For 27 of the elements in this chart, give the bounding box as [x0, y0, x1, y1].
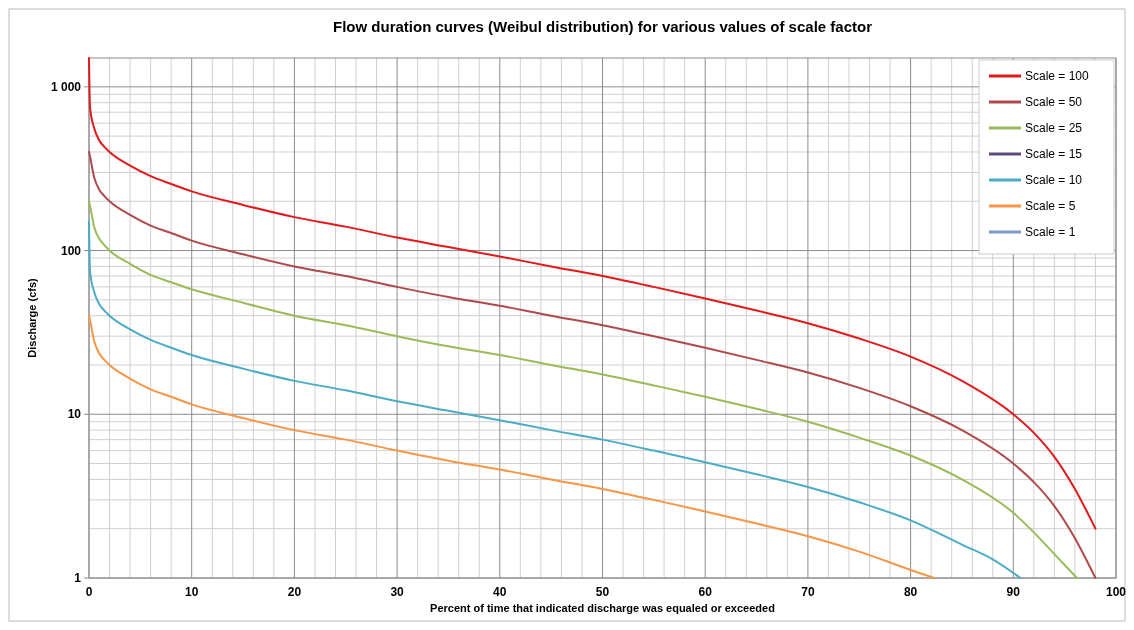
y-tick-label: 1 000	[50, 79, 82, 94]
x-tick-label: 80	[903, 585, 918, 599]
y-axis-title: Discharge (cfs)	[26, 277, 38, 358]
x-tick-label: 0	[85, 585, 93, 599]
line-series	[88, 314, 936, 579]
x-tick-label: 70	[801, 585, 815, 599]
line-series	[88, 57, 1097, 530]
x-axis-title: Percent of time that indicated discharge was equaled or exceeded	[430, 602, 775, 614]
chart-title: Flow duration curves (Weibul distribution) for various values of scale factor	[333, 18, 873, 35]
legend-label: Scale = 50	[1025, 95, 1083, 109]
legend-label: Scale = 5	[1025, 199, 1076, 213]
legend-label: Scale = 25	[1025, 121, 1083, 135]
x-tick-label: 90	[1006, 585, 1021, 599]
x-tick-label: 20	[287, 585, 302, 599]
legend-label: Scale = 1	[1025, 225, 1076, 239]
legend-label: Scale = 100	[1025, 69, 1090, 83]
x-tick-label: 50	[595, 585, 610, 599]
y-tick-label: 100	[60, 243, 82, 258]
y-tick-label: 10	[67, 407, 82, 422]
x-tick-label: 60	[698, 585, 713, 599]
legend-label: Scale = 10	[1025, 173, 1083, 187]
x-tick-label: 30	[390, 585, 405, 599]
x-tick-label: 100	[1105, 585, 1127, 599]
x-tick-label: 40	[493, 585, 507, 599]
x-tick-label: 10	[185, 585, 199, 599]
legend-label: Scale = 15	[1025, 147, 1083, 161]
y-tick-label: 1	[74, 571, 82, 585]
